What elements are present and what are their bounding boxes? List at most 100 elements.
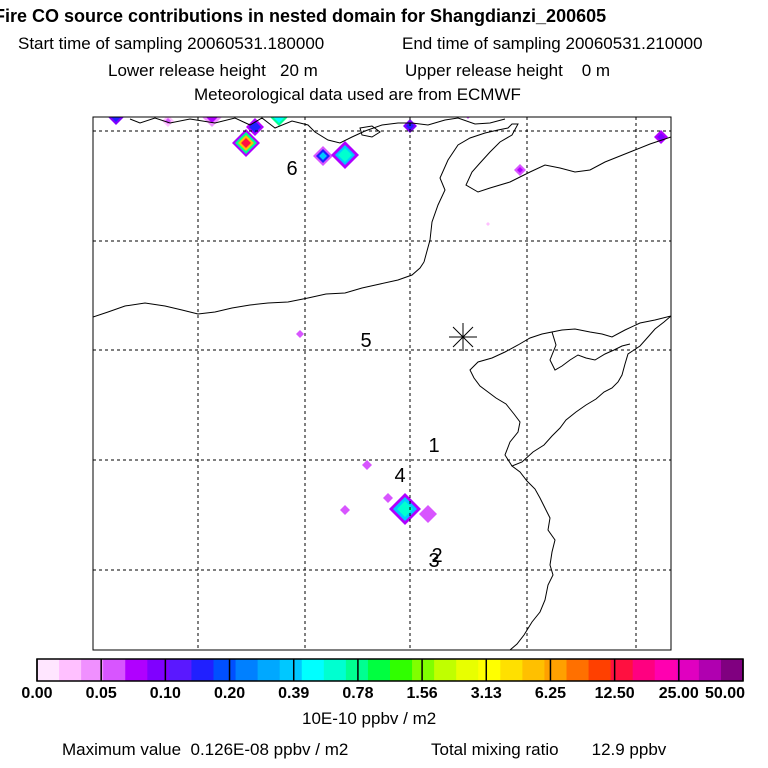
maximum-value-text: Maximum value 0.126E-08 ppbv / m2	[62, 740, 348, 760]
plume-cell	[362, 460, 372, 470]
coastline-peninsula	[423, 123, 671, 263]
region-marker-5: 5	[360, 330, 371, 352]
colorbar-segment	[81, 659, 104, 681]
colorbar-segment	[588, 659, 612, 681]
colorbar-tick-label: 1.56	[407, 685, 438, 702]
colorbar-segment	[544, 659, 567, 681]
colorbar-segment	[676, 659, 700, 681]
end-time-label: End time of sampling	[402, 34, 561, 53]
colorbar-segment	[456, 659, 479, 681]
colorbar-segment	[566, 659, 590, 681]
plume-cell	[111, 117, 121, 122]
plume-layer	[108, 117, 668, 525]
coastline-island	[359, 125, 381, 138]
colorbar-tick-label: 0.10	[150, 685, 181, 702]
colorbar-segment	[434, 659, 457, 681]
colorbar-segment	[125, 659, 148, 681]
coastline-bay	[469, 331, 631, 467]
plume-cell	[273, 117, 285, 123]
colorbar-segment	[522, 659, 545, 681]
plume-cell	[296, 330, 304, 338]
colorbar-segment	[323, 659, 347, 681]
upper-release-label: Upper release height	[405, 61, 563, 80]
plume-cell	[419, 505, 437, 523]
start-time-value: 20060531.180000	[187, 34, 325, 53]
lower-release-label: Lower release height	[108, 61, 266, 80]
end-time-text: End time of sampling 20060531.210000	[402, 34, 703, 54]
plume-cell	[657, 133, 665, 141]
colorbar-segment	[103, 659, 126, 681]
colorbar-segment	[59, 659, 82, 681]
plume-cell	[517, 167, 523, 173]
grid-lines	[93, 117, 671, 650]
colorbar-tick-label: 0.05	[86, 685, 117, 702]
colorbar-segment	[235, 659, 259, 681]
colorbar-segment	[720, 659, 744, 681]
region-marker-1: 1	[428, 435, 439, 457]
colorbar-tick-label: 0.00	[21, 685, 52, 702]
meteorological-data-note: Meteorological data used are from ECMWF	[194, 85, 521, 104]
lower-release-text: Lower release height 20 m	[108, 61, 318, 81]
plume-cell	[319, 152, 327, 160]
colorbar-tick-label: 50.00	[705, 685, 745, 702]
colorbar-tick-label: 0.20	[214, 685, 245, 702]
colorbar-tick-label: 3.13	[471, 685, 502, 702]
region-marker-4: 4	[394, 465, 405, 487]
coastline-middle	[93, 261, 425, 318]
colorbar-segment	[169, 659, 192, 681]
upper-release-value: 0 m	[581, 61, 611, 80]
colorbar: 0.00 0.05 0.10 0.20 0.39 0.78 1.56 3.13 6.25 12.5…	[21, 658, 745, 702]
plume-cell	[241, 138, 251, 148]
region-marker-6: 6	[286, 158, 297, 180]
region-marker-3: 3	[428, 550, 439, 572]
plume-cell	[397, 501, 413, 517]
plume-cell	[486, 222, 490, 226]
colorbar-tick-label: 0.78	[342, 685, 373, 702]
chart-title: Fire CO source contributions in nested d…	[0, 6, 607, 26]
colorbar-segment	[367, 659, 391, 681]
plume-cell	[206, 117, 218, 123]
colorbar-segment	[654, 659, 678, 681]
start-time-text: Start time of sampling 20060531.180000	[18, 34, 324, 54]
total-mixing-ratio-value: 12.9 ppbv	[591, 740, 667, 759]
colorbar-segment	[147, 659, 170, 681]
colorbar-tick-label: 0.39	[278, 685, 309, 702]
region-marker-2: 2	[431, 545, 442, 567]
total-mixing-ratio-text: Total mixing ratio 12.9 ppbv	[431, 740, 666, 760]
coastline-top	[129, 117, 506, 144]
map-frame	[92, 116, 672, 651]
colorbar-tick-label: 6.25	[535, 685, 566, 702]
upper-release-text: Upper release height 0 m	[405, 61, 610, 81]
colorbar-segment	[257, 659, 281, 681]
colorbar-segment	[37, 659, 60, 681]
plume-cell	[340, 505, 350, 515]
colorbar-segment	[478, 659, 501, 681]
coastline-layer	[93, 117, 671, 650]
colorbar-segment	[345, 659, 369, 681]
colorbar-segment	[191, 659, 214, 681]
start-time-label: Start time of sampling	[18, 34, 183, 53]
lower-release-value: 20 m	[280, 61, 318, 80]
colorbar-segment	[412, 659, 435, 681]
maximum-value-label: Maximum value	[62, 740, 182, 759]
colorbar-segment	[500, 659, 523, 681]
colorbar-segment	[610, 659, 634, 681]
colorbar-tick-label: 12.50	[595, 685, 635, 702]
colorbar-segment	[301, 659, 325, 681]
plume-cell	[108, 117, 124, 125]
colorbar-segment	[213, 659, 237, 681]
total-mixing-ratio-label: Total mixing ratio	[431, 740, 559, 759]
end-time-value: 20060531.210000	[565, 34, 703, 53]
colorbar-segment	[632, 659, 656, 681]
receptor-star-icon	[449, 323, 477, 351]
colorbar-segment	[390, 659, 413, 681]
plume-cell	[338, 148, 352, 162]
coastline-east	[509, 315, 671, 650]
maximum-value: 0.126E-08 ppbv / m2	[190, 740, 349, 759]
coastline-north-east	[551, 315, 671, 338]
plume-cell	[383, 493, 393, 503]
colorbar-segment	[279, 659, 303, 681]
colorbar-units: 10E-10 ppbv / m2	[302, 709, 437, 728]
